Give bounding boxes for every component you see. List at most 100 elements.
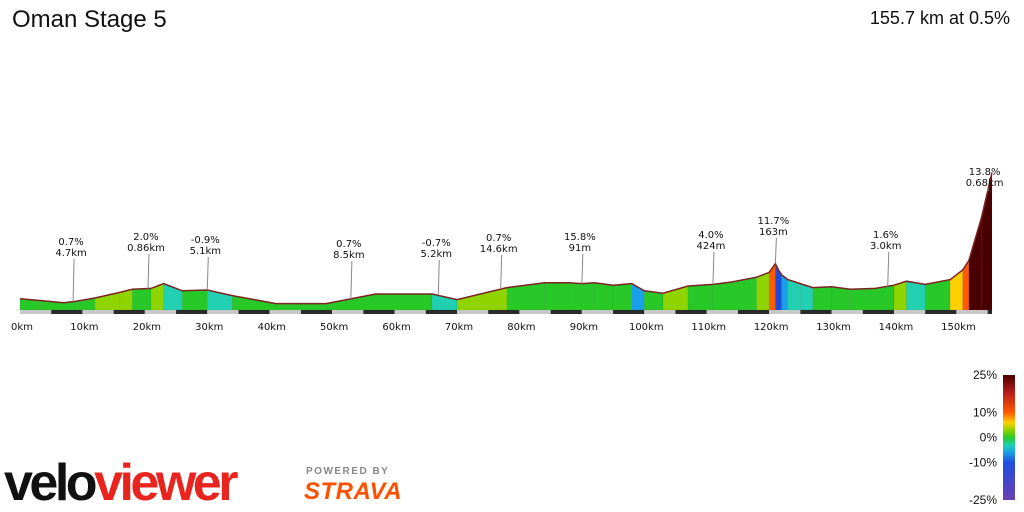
baseline-band — [925, 310, 956, 314]
baseline-band — [675, 310, 706, 314]
annotation-grade: 0.7% — [336, 239, 361, 250]
gradient-scale-label: -10% — [969, 456, 997, 470]
baseline-band — [894, 310, 925, 314]
annotation-grade: -0.7% — [422, 238, 451, 249]
svg-text:veloviewer: veloviewer — [4, 454, 238, 510]
annotation-grade: 11.7% — [757, 216, 789, 227]
profile-segment — [778, 270, 781, 310]
x-tick-label: 90km — [570, 322, 598, 333]
baseline-band — [82, 310, 113, 314]
profile-segment — [582, 283, 594, 310]
x-tick-label: 110km — [691, 322, 726, 333]
x-tick-label: 50km — [320, 322, 348, 333]
annotation-distance: 5.1km — [190, 246, 221, 257]
baseline-band — [457, 310, 488, 314]
annotation-grade: 2.0% — [133, 232, 158, 243]
annotation-leader — [888, 252, 889, 286]
annotation-distance: 0.86km — [127, 243, 165, 254]
annotation-distance: 3.0km — [870, 241, 901, 252]
baseline-band — [800, 310, 831, 314]
profile-segment — [688, 284, 713, 310]
baseline-band — [988, 310, 992, 314]
annotation-distance: 8.5km — [333, 250, 364, 261]
baseline-band — [519, 310, 550, 314]
annotation-grade: 1.6% — [873, 230, 898, 241]
annotation-leader — [438, 260, 439, 295]
baseline-band — [114, 310, 145, 314]
annotation-grade: 15.8% — [564, 232, 596, 243]
profile-segment — [757, 272, 769, 310]
baseline-band — [301, 310, 332, 314]
profile-segment — [613, 284, 632, 310]
profile-segment — [894, 281, 906, 310]
baseline-band — [270, 310, 301, 314]
profile-segment — [813, 287, 832, 310]
strava-logo: STRAVA — [304, 478, 402, 506]
x-tick-label: 80km — [507, 322, 535, 333]
profile-segment — [732, 277, 757, 310]
logo-suffix: viewer — [94, 454, 238, 510]
baseline-band — [395, 310, 426, 314]
baseline-band — [238, 310, 269, 314]
powered-by-label: POWERED BY — [306, 466, 389, 477]
profile-segment — [788, 280, 800, 310]
gradient-scale-bar — [1003, 375, 1015, 500]
x-tick-label: 40km — [258, 322, 286, 333]
profile-segment — [850, 288, 875, 310]
baseline-band — [738, 310, 769, 314]
annotation-leader — [713, 252, 714, 284]
profile-segment — [457, 288, 507, 310]
x-tick-label: 0km — [11, 322, 33, 333]
profile-segment — [544, 283, 569, 310]
gradient-scale-label: 25% — [973, 368, 997, 382]
annotation-distance: 5.2km — [421, 249, 452, 260]
baseline-band — [488, 310, 519, 314]
baseline-band — [176, 310, 207, 314]
annotation-distance: 424m — [697, 241, 726, 252]
annotation-distance: 163m — [759, 227, 788, 238]
profile-segment — [969, 218, 981, 310]
profile-segment — [832, 287, 851, 310]
baseline-band — [363, 310, 394, 314]
baseline-band — [863, 310, 894, 314]
annotation-grade: 13.8% — [969, 167, 1001, 178]
baseline-band — [207, 310, 238, 314]
profile-segment — [906, 281, 925, 310]
x-tick-label: 10km — [70, 322, 98, 333]
annotation-grade: -0.9% — [191, 235, 220, 246]
x-tick-label: 60km — [382, 322, 410, 333]
baseline-band — [707, 310, 738, 314]
annotation-leader — [148, 254, 149, 289]
logo-prefix: velo — [4, 454, 96, 510]
baseline-band — [956, 310, 987, 314]
profile-segment — [644, 291, 663, 310]
annotation-distance: 14.6km — [480, 244, 518, 255]
x-tick-label: 120km — [754, 322, 789, 333]
baseline-band — [145, 310, 176, 314]
profile-segment — [182, 290, 207, 310]
profile-segment — [569, 283, 581, 310]
baseline-band — [426, 310, 457, 314]
baseline-band — [551, 310, 582, 314]
profile-segment — [594, 283, 613, 310]
annotation-distance: 91m — [569, 243, 591, 254]
gradient-scale-label: -25% — [969, 493, 997, 507]
climb-annotations: 0.7%4.7km2.0%0.86km-0.9%5.1km0.7%8.5km-0… — [55, 167, 1003, 302]
baseline-band — [613, 310, 644, 314]
x-tick-label: 150km — [941, 322, 976, 333]
annotation-leader — [351, 261, 352, 299]
baseline-band — [51, 310, 82, 314]
annotation-leader — [73, 259, 74, 302]
baseline-band — [20, 310, 51, 314]
profile-segment — [713, 282, 732, 310]
x-tick-label: 100km — [629, 322, 664, 333]
profile-segment — [276, 304, 326, 310]
annotation-grade: 0.7% — [486, 233, 511, 244]
baseline-band — [332, 310, 363, 314]
veloviewer-logo: veloviewer — [4, 450, 294, 510]
baseline-band — [769, 310, 800, 314]
x-axis-ticks: 0km 10km 20km 30km 40km 50km 60km 70km 80km 90km 1… — [11, 322, 976, 333]
annotation-distance: 4.7km — [55, 248, 86, 259]
gradient-scale-label: 10% — [973, 406, 997, 420]
